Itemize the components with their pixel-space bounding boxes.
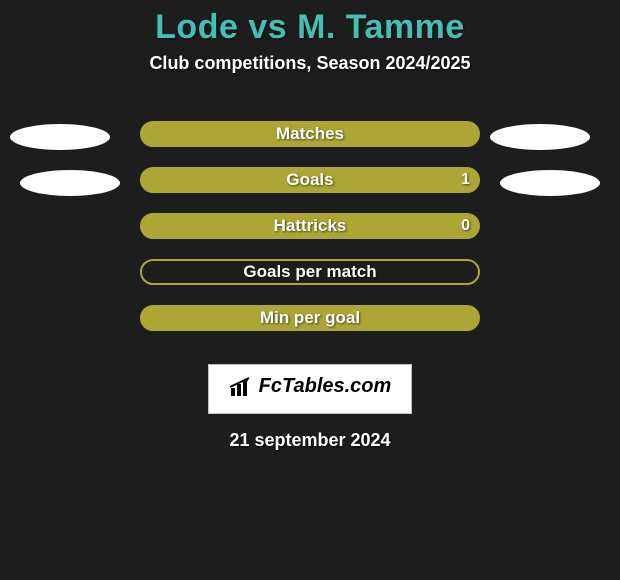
- bar-track: Matches: [140, 121, 480, 147]
- bar-value-right: 1: [461, 171, 470, 189]
- right-oval: [500, 170, 600, 196]
- comparison-bars: Matches Goals1 Hattricks0 Goals per match Mi…: [0, 114, 620, 344]
- left-oval: [10, 124, 110, 150]
- right-oval: [490, 124, 590, 150]
- bar-track: Goals1: [140, 167, 480, 193]
- bar-label: Goals per match: [142, 262, 478, 282]
- bar-track: Min per goal: [140, 305, 480, 331]
- logo-box: FcTables.com: [208, 364, 413, 414]
- bar-value-right: 0: [461, 217, 470, 235]
- bar-label: Min per goal: [142, 308, 478, 328]
- logo-text: FcTables.com: [259, 375, 392, 398]
- bar-label: Goals: [142, 170, 478, 190]
- page-subtitle: Club competitions, Season 2024/2025: [0, 53, 620, 74]
- bar-track: Hattricks0: [140, 213, 480, 239]
- bar-label: Hattricks: [142, 216, 478, 236]
- bar-label: Matches: [142, 124, 478, 144]
- bar-row-gpm: Goals per match: [0, 252, 620, 298]
- date-text: 21 september 2024: [0, 430, 620, 451]
- bar-row-hattricks: Hattricks0: [0, 206, 620, 252]
- bar-row-matches: Matches: [0, 114, 620, 160]
- bar-track: Goals per match: [140, 259, 480, 285]
- logo[interactable]: FcTables.com: [229, 375, 392, 398]
- bar-chart-icon: [229, 376, 253, 398]
- left-oval: [20, 170, 120, 196]
- bar-row-goals: Goals1: [0, 160, 620, 206]
- page-title: Lode vs M. Tamme: [0, 0, 620, 47]
- bar-row-mpg: Min per goal: [0, 298, 620, 344]
- comparison-page: Lode vs M. Tamme Club competitions, Seas…: [0, 0, 620, 580]
